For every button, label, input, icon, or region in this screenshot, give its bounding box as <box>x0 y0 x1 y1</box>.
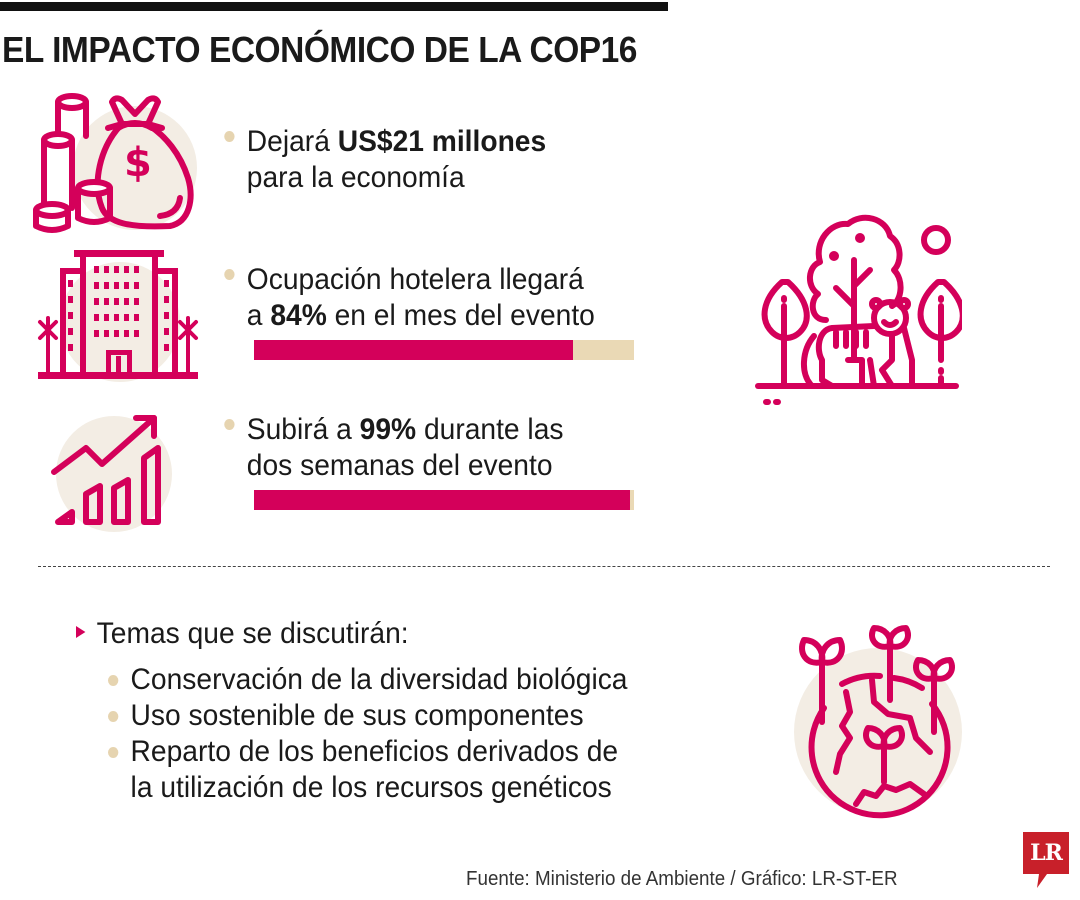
hotel-icon <box>34 246 202 386</box>
lr-logo: LR <box>1023 832 1069 895</box>
stat-value: 99% <box>359 413 417 446</box>
growth-chart-icon <box>50 408 180 533</box>
stat-value: US$21 millones <box>337 125 547 158</box>
progress-bar-99 <box>254 490 634 510</box>
svg-text:$: $ <box>124 140 152 186</box>
stat-economy: Dejará US$21 millones para la economía <box>224 124 547 196</box>
list-item: Uso sostenible de sus componentes <box>108 698 627 734</box>
bullet-dot <box>224 131 235 142</box>
bullet-dot <box>224 419 235 430</box>
list-item-continuation: la utilización de los recursos genéticos <box>130 771 612 804</box>
money-bag-icon: $ <box>30 88 200 238</box>
bullet-dot <box>108 675 119 686</box>
list-item: Reparto de los beneficios derivados de <box>108 734 627 770</box>
topics-heading: Temas que se discutirán: <box>76 616 409 652</box>
stat-hotel-month: Ocupación hotelera llegará a 84% en el m… <box>224 262 595 334</box>
topics-list: Conservación de la diversidad biológica … <box>108 662 627 806</box>
stat-hotel-weeks: Subirá a 99% durante las dos semanas del… <box>224 412 563 484</box>
earth-sprouts-icon <box>784 622 984 822</box>
stat-value: 84% <box>270 299 327 332</box>
list-item: Conservación de la diversidad biológica <box>108 662 627 698</box>
progress-bar-fill <box>254 490 631 510</box>
dashed-divider <box>38 566 1050 567</box>
progress-bar-84 <box>254 340 634 360</box>
triangle-bullet-icon <box>76 626 86 639</box>
bullet-dot <box>224 269 235 280</box>
page-title: EL IMPACTO ECONÓMICO DE LA COP16 <box>2 29 637 70</box>
top-rule <box>0 2 668 11</box>
bullet-dot <box>108 747 119 758</box>
bullet-dot <box>108 711 119 722</box>
progress-bar-fill <box>254 340 574 360</box>
source-credit: Fuente: Ministerio de Ambiente / Gráfico… <box>466 868 898 890</box>
forest-animal-icon <box>752 210 962 410</box>
